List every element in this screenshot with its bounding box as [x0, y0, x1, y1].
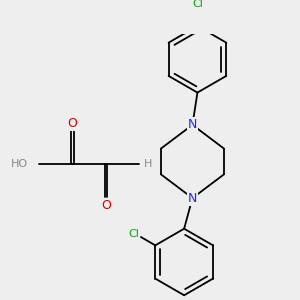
Text: H: H [143, 159, 152, 169]
Text: HO: HO [11, 159, 28, 169]
Text: N: N [188, 118, 197, 131]
Text: O: O [68, 117, 77, 130]
Text: Cl: Cl [128, 229, 139, 238]
Text: N: N [188, 192, 197, 205]
Text: Cl: Cl [192, 0, 203, 9]
Text: O: O [101, 199, 111, 212]
